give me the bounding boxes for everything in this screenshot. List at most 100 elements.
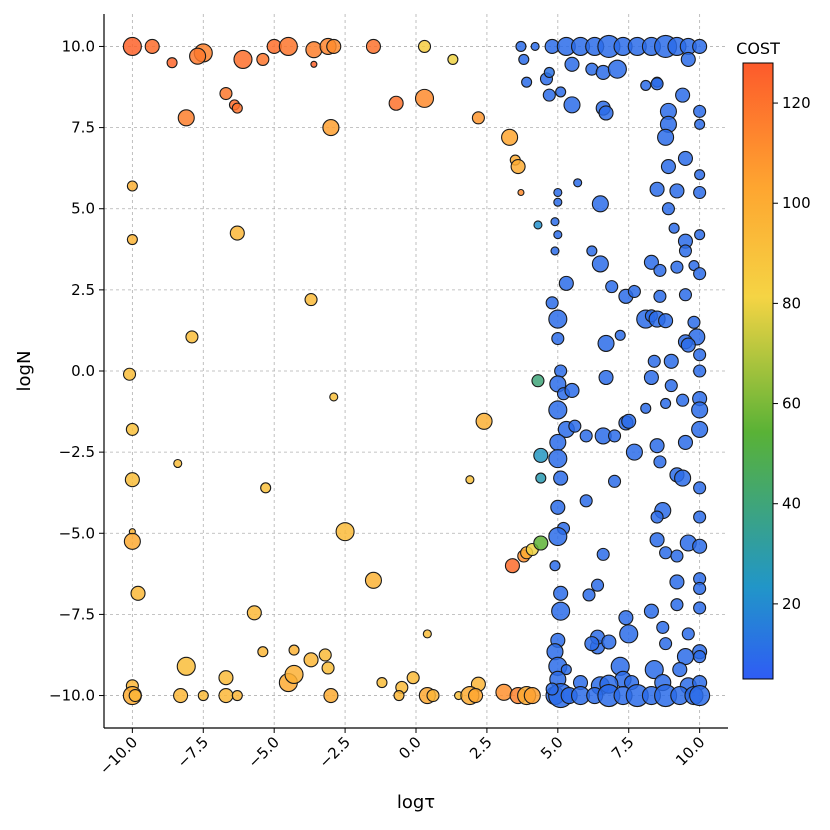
data-point-173 xyxy=(660,158,676,175)
data-point-240 xyxy=(618,610,634,626)
data-point-100 xyxy=(553,197,563,207)
data-point-18 xyxy=(231,102,243,114)
data-point-249 xyxy=(659,637,673,651)
data-point-38 xyxy=(124,472,140,488)
data-point-143 xyxy=(601,634,617,650)
data-point-16 xyxy=(219,86,233,101)
data-point-84 xyxy=(531,374,545,388)
data-point-22 xyxy=(471,111,485,125)
data-point-50 xyxy=(303,652,319,668)
data-point-189 xyxy=(591,255,609,273)
data-point-162 xyxy=(640,79,652,91)
x-tick-label-2: −5.0 xyxy=(245,733,283,771)
data-point-122 xyxy=(553,585,569,601)
data-point-244 xyxy=(619,624,639,644)
data-point-20 xyxy=(388,95,404,111)
data-point-215 xyxy=(676,393,690,407)
data-point-78 xyxy=(523,686,541,705)
data-point-198 xyxy=(658,313,674,329)
data-point-30 xyxy=(229,225,245,241)
data-point-139 xyxy=(596,547,610,561)
colorbar-gradient xyxy=(742,62,774,680)
data-point-21 xyxy=(414,88,435,108)
data-point-137 xyxy=(579,494,593,508)
data-point-192 xyxy=(627,284,641,299)
data-point-205 xyxy=(614,329,626,341)
data-point-210 xyxy=(643,369,659,386)
data-point-113 xyxy=(548,400,568,420)
data-point-118 xyxy=(550,499,566,515)
data-point-6 xyxy=(256,52,270,66)
data-point-24 xyxy=(501,128,519,146)
data-point-33 xyxy=(122,367,137,381)
data-point-221 xyxy=(677,434,694,450)
data-point-13 xyxy=(417,39,432,54)
data-point-224 xyxy=(653,455,667,469)
data-point-158 xyxy=(564,56,580,72)
x-tick-label-6: 5.0 xyxy=(537,733,567,763)
data-point-103 xyxy=(550,217,560,227)
colorbar-ticks: 20 40 60 80 100 120 xyxy=(773,94,811,613)
data-point-63 xyxy=(128,688,142,703)
data-point-175 xyxy=(649,181,665,197)
data-point-116 xyxy=(548,449,568,469)
data-point-227 xyxy=(607,474,622,488)
data-point-71 xyxy=(426,688,440,703)
data-point-0 xyxy=(122,36,142,57)
x-tick-label-3: −2.5 xyxy=(315,733,353,771)
data-point-206 xyxy=(647,354,661,368)
data-point-65 xyxy=(197,689,209,702)
data-point-43 xyxy=(335,522,355,542)
data-point-8 xyxy=(278,36,298,57)
data-point-172 xyxy=(677,150,694,166)
data-point-106 xyxy=(558,275,574,291)
data-point-166 xyxy=(680,51,696,67)
data-point-144 xyxy=(564,382,580,399)
y-tick-label-3: −2.5 xyxy=(59,443,95,461)
data-point-29 xyxy=(126,234,138,246)
data-point-46 xyxy=(246,605,262,621)
data-point-54 xyxy=(218,670,234,686)
data-point-174 xyxy=(694,169,706,181)
data-point-107 xyxy=(545,296,559,310)
data-point-23 xyxy=(322,119,340,137)
data-point-187 xyxy=(693,267,707,281)
data-point-42 xyxy=(123,532,141,550)
data-point-86 xyxy=(535,472,547,484)
data-point-75 xyxy=(495,683,513,701)
data-point-134 xyxy=(579,429,593,443)
data-point-66 xyxy=(218,687,234,704)
data-point-128 xyxy=(560,664,572,676)
data-point-140 xyxy=(582,588,596,602)
data-point-194 xyxy=(678,288,693,302)
data-point-179 xyxy=(668,222,680,234)
data-point-176 xyxy=(669,183,685,199)
data-point-12 xyxy=(365,38,382,55)
colorbar-title: COST xyxy=(736,39,780,58)
data-point-208 xyxy=(693,364,707,378)
data-point-39 xyxy=(465,475,475,485)
data-point-245 xyxy=(656,620,670,634)
data-point-102 xyxy=(591,195,609,213)
data-point-209 xyxy=(598,369,614,386)
x-tick-label-0: −10.0 xyxy=(96,733,141,778)
data-point-15 xyxy=(310,60,318,68)
data-point-1 xyxy=(144,38,160,55)
x-tick-label-4: 0.0 xyxy=(395,733,425,763)
data-point-67 xyxy=(231,689,243,702)
data-point-228 xyxy=(693,481,707,495)
data-point-91 xyxy=(521,76,533,88)
y-tick-label-1: −7.5 xyxy=(59,605,95,623)
data-point-213 xyxy=(640,402,652,414)
data-point-236 xyxy=(670,549,684,563)
data-point-4 xyxy=(189,47,207,65)
data-point-37 xyxy=(173,458,183,469)
data-point-248 xyxy=(693,650,707,664)
data-point-204 xyxy=(597,334,615,352)
data-point-203 xyxy=(680,337,696,353)
data-point-178 xyxy=(661,202,675,216)
data-point-216 xyxy=(691,401,709,419)
data-point-45 xyxy=(364,571,383,589)
y-tick-label-4: 0.0 xyxy=(71,362,95,380)
data-point-214 xyxy=(660,397,672,410)
